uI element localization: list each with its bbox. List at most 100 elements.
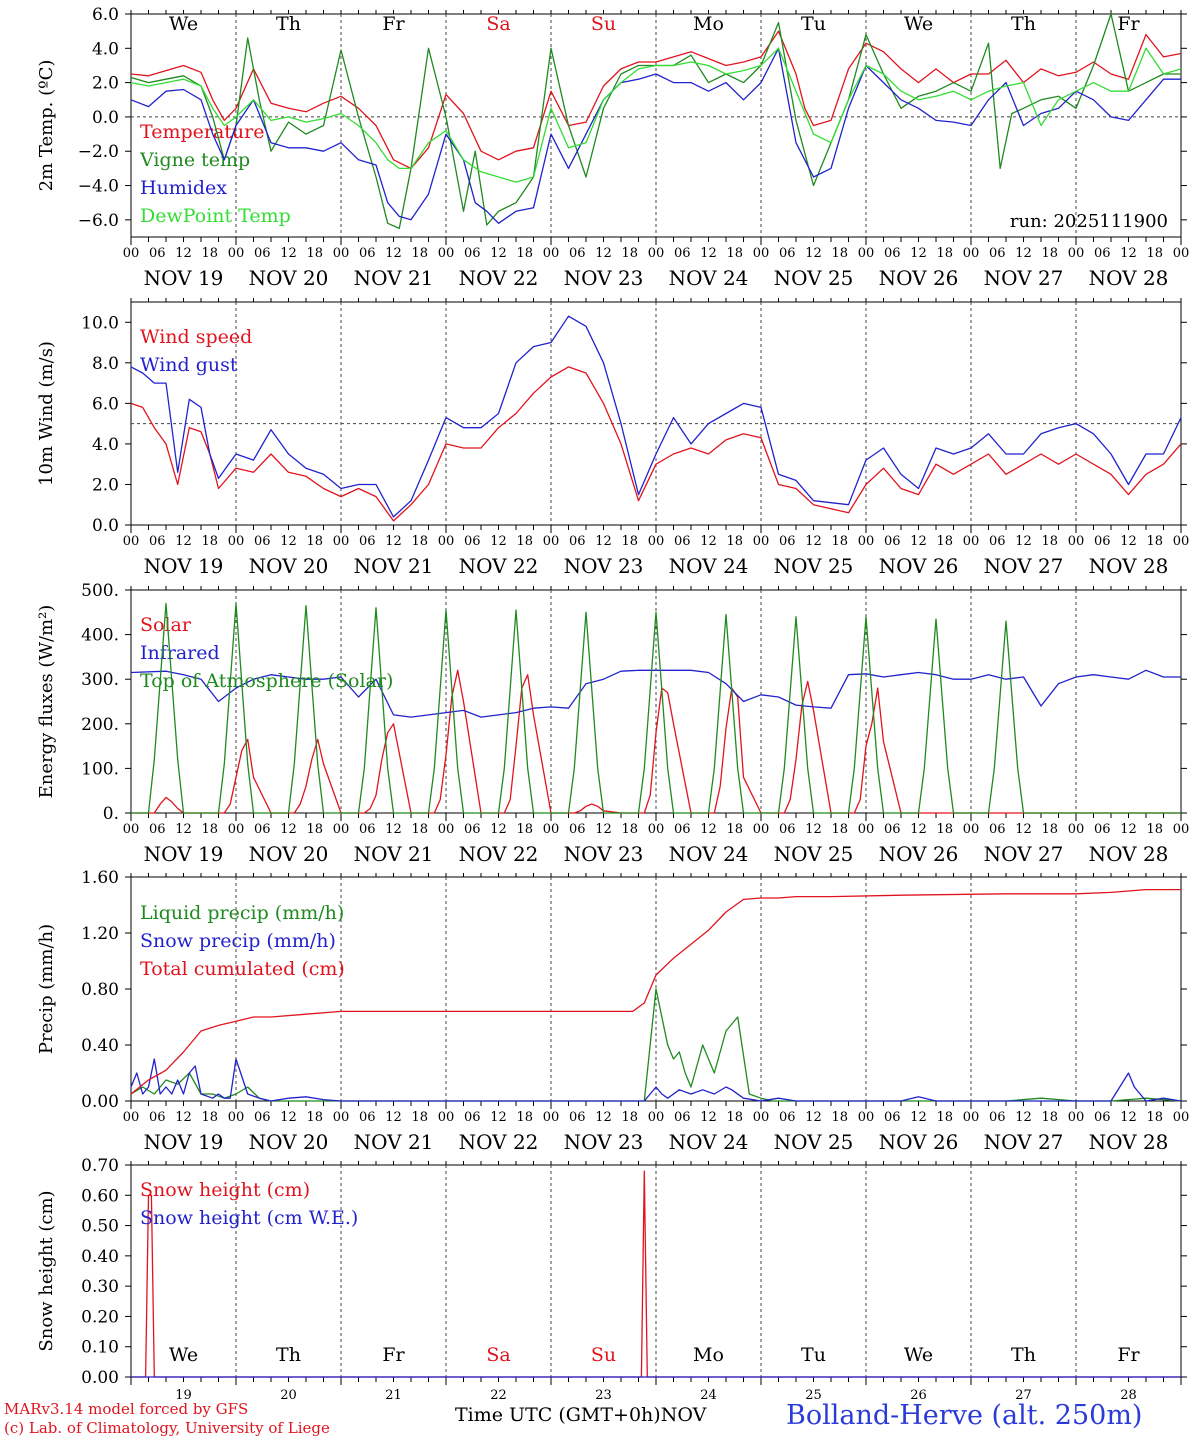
date-label: NOV 26 xyxy=(879,554,959,578)
hour-tick-label: 06 xyxy=(989,246,1006,261)
hour-tick-label: 18 xyxy=(831,1110,848,1125)
date-label: NOV 24 xyxy=(669,266,749,290)
date-label: NOV 20 xyxy=(249,842,329,866)
hour-tick-label: 12 xyxy=(385,534,402,549)
y-tick-label: 100. xyxy=(81,759,119,779)
y-axis-label: Snow height (cm) xyxy=(36,1190,57,1351)
hour-tick-label: 06 xyxy=(674,534,691,549)
date-label: NOV 24 xyxy=(669,842,749,866)
weekday-label: Sa xyxy=(486,1344,510,1366)
hour-tick-label: 06 xyxy=(779,246,796,261)
weekday-label: Th xyxy=(276,1344,301,1366)
date-label: NOV 24 xyxy=(669,554,749,578)
hour-tick-label: 00 xyxy=(753,534,770,549)
date-label: NOV 24 xyxy=(669,1130,749,1154)
hour-tick-label: 18 xyxy=(306,246,323,261)
hour-tick-label: 12 xyxy=(385,822,402,837)
hour-tick-label: 12 xyxy=(175,1110,192,1125)
hour-tick-label: 18 xyxy=(411,246,428,261)
y-tick-label: 0.0 xyxy=(92,108,119,128)
hour-tick-label: 06 xyxy=(569,534,586,549)
day-number-label: 23 xyxy=(595,1388,612,1400)
hour-tick-label: 06 xyxy=(254,246,271,261)
hour-tick-label: 12 xyxy=(595,534,612,549)
hour-tick-label: 12 xyxy=(700,534,717,549)
y-axis-label: Precip (mm/h) xyxy=(36,924,57,1054)
hour-tick-label: 06 xyxy=(884,822,901,837)
y-tick-label: 4.0 xyxy=(92,39,119,59)
date-label: NOV 28 xyxy=(1089,266,1169,290)
hour-tick-label: 12 xyxy=(700,246,717,261)
weekday-label: Fr xyxy=(1117,1344,1140,1366)
x-axis-title: Time UTC (GMT+0h)NOV xyxy=(455,1404,706,1426)
hour-tick-label: 06 xyxy=(359,246,376,261)
hour-tick-label: 00 xyxy=(123,534,140,549)
y-axis-label: Energy fluxes (W/m²) xyxy=(36,605,57,799)
lab-credit: (c) Lab. of Climatology, University of L… xyxy=(4,1419,330,1437)
hour-tick-label: 06 xyxy=(254,822,271,837)
hour-tick-label: 00 xyxy=(333,1110,350,1125)
hour-tick-label: 18 xyxy=(831,246,848,261)
weekday-label: Mo xyxy=(693,13,724,35)
hour-tick-label: 06 xyxy=(569,246,586,261)
series-line-4 xyxy=(130,47,1182,183)
y-tick-label: 2.0 xyxy=(92,74,119,94)
y-tick-label: 0.40 xyxy=(81,1247,119,1267)
hour-tick-label: 06 xyxy=(254,534,271,549)
day-number-label: 22 xyxy=(490,1388,507,1400)
legend-entry: Top of Atmosphere (Solar) xyxy=(140,670,393,692)
hour-tick-label: 12 xyxy=(910,1110,927,1125)
day-number-label: 20 xyxy=(280,1388,297,1400)
hour-tick-label: 12 xyxy=(805,246,822,261)
date-label: NOV 27 xyxy=(984,1130,1064,1154)
hour-tick-label: 18 xyxy=(411,1110,428,1125)
hour-tick-label: 12 xyxy=(595,822,612,837)
y-tick-label: −2.0 xyxy=(78,142,119,162)
hour-tick-label: 18 xyxy=(1146,1110,1163,1125)
hour-tick-label: 00 xyxy=(543,822,560,837)
weekday-label: Tu xyxy=(801,13,826,35)
hour-tick-label: 00 xyxy=(1068,1110,1085,1125)
hour-tick-label: 06 xyxy=(779,1110,796,1125)
y-tick-label: 10.0 xyxy=(81,313,119,333)
hour-tick-label: 06 xyxy=(569,1110,586,1125)
day-number-label: 21 xyxy=(385,1388,402,1400)
hour-tick-label: 00 xyxy=(438,534,455,549)
series-line-1 xyxy=(130,30,1182,170)
weekday-label: Su xyxy=(591,1344,616,1366)
y-tick-label: 300. xyxy=(81,670,119,690)
weekday-label: Su xyxy=(591,13,616,35)
date-label: NOV 22 xyxy=(459,842,539,866)
hour-tick-label: 12 xyxy=(595,246,612,261)
hour-tick-label: 00 xyxy=(648,1110,665,1125)
date-label: NOV 20 xyxy=(249,1130,329,1154)
y-tick-label: 2.0 xyxy=(92,475,119,495)
hour-tick-label: 12 xyxy=(1120,246,1137,261)
date-label: NOV 25 xyxy=(774,1130,854,1154)
legend-entry: DewPoint Temp xyxy=(140,205,291,227)
hour-tick-label: 12 xyxy=(910,534,927,549)
hour-tick-label: 00 xyxy=(858,1110,875,1125)
weekday-label: We xyxy=(169,1344,198,1366)
hour-tick-label: 12 xyxy=(490,246,507,261)
date-label: NOV 26 xyxy=(879,842,959,866)
hour-tick-label: 06 xyxy=(674,1110,691,1125)
y-tick-label: 400. xyxy=(81,626,119,646)
hour-tick-label: 00 xyxy=(753,246,770,261)
hour-tick-label: 18 xyxy=(411,822,428,837)
hour-tick-label: 18 xyxy=(411,534,428,549)
hour-tick-label: 18 xyxy=(306,1110,323,1125)
date-label: NOV 27 xyxy=(984,266,1064,290)
legend-entry: Snow height (cm W.E.) xyxy=(140,1207,358,1229)
hour-tick-label: 00 xyxy=(123,1110,140,1125)
date-label: NOV 21 xyxy=(354,1130,434,1154)
hour-tick-label: 18 xyxy=(516,246,533,261)
legend-entry: Snow height (cm) xyxy=(140,1179,310,1201)
date-label: NOV 22 xyxy=(459,266,539,290)
hour-tick-label: 00 xyxy=(228,1110,245,1125)
hour-tick-label: 12 xyxy=(1120,822,1137,837)
day-number-label: 24 xyxy=(700,1388,717,1400)
hour-tick-label: 00 xyxy=(963,1110,980,1125)
date-label: NOV 19 xyxy=(144,842,224,866)
hour-tick-label: 18 xyxy=(201,822,218,837)
